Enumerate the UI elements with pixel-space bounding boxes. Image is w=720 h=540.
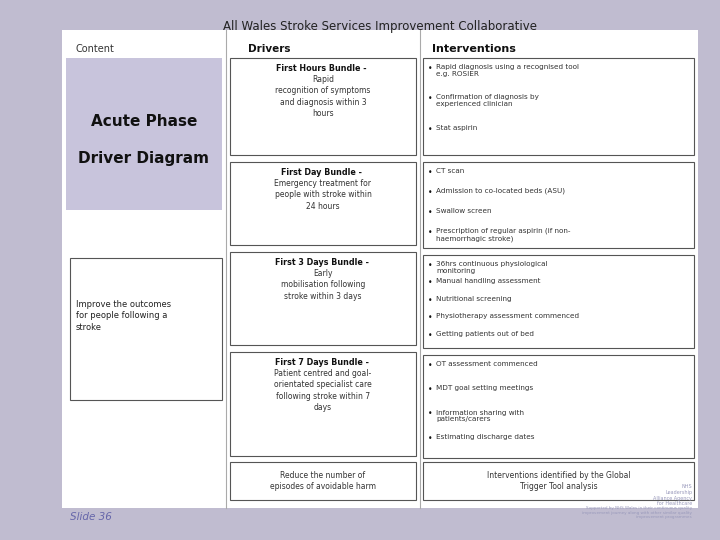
Text: 36hrs continuous physiological
monitoring: 36hrs continuous physiological monitorin… <box>436 261 547 274</box>
Text: Early
mobilisation following
stroke within 3 days: Early mobilisation following stroke with… <box>281 269 365 301</box>
Text: Admission to co-located beds (ASU): Admission to co-located beds (ASU) <box>436 188 565 194</box>
Text: CT scan: CT scan <box>436 168 464 174</box>
Bar <box>230 162 416 245</box>
Text: Rapid
recognition of symptoms
and diagnosis within 3
hours: Rapid recognition of symptoms and diagno… <box>275 75 371 118</box>
Text: •: • <box>428 208 433 217</box>
Text: Estimating discharge dates: Estimating discharge dates <box>436 434 534 440</box>
Text: Patient centred and goal-
orientated specialist care
following stroke within 7
d: Patient centred and goal- orientated spe… <box>274 369 372 413</box>
Text: Acute Phase: Acute Phase <box>91 114 197 130</box>
Text: OT assessment commenced: OT assessment commenced <box>436 361 538 367</box>
Bar <box>423 162 694 248</box>
Text: NHS
Leadership
Alliance Agency
for Healthcare: NHS Leadership Alliance Agency for Healt… <box>653 484 692 507</box>
Bar <box>230 58 416 155</box>
Text: Drivers: Drivers <box>248 44 290 54</box>
Bar <box>423 58 694 155</box>
Text: •: • <box>428 361 433 370</box>
Bar <box>62 30 698 508</box>
Text: Confirmation of diagnosis by
experienced clinician: Confirmation of diagnosis by experienced… <box>436 94 539 107</box>
Bar <box>230 352 416 456</box>
Text: •: • <box>428 330 433 340</box>
Text: Stat aspirin: Stat aspirin <box>436 125 477 131</box>
Text: Rapid diagnosis using a recognised tool
e.g. ROSIER: Rapid diagnosis using a recognised tool … <box>436 64 579 77</box>
Text: First 7 Days Bundle -: First 7 Days Bundle - <box>275 358 372 367</box>
Text: Reduce the number of
episodes of avoidable harm: Reduce the number of episodes of avoidab… <box>270 471 376 491</box>
Text: •: • <box>428 385 433 394</box>
Text: •: • <box>428 313 433 322</box>
Text: •: • <box>428 64 433 73</box>
Text: Slide 36: Slide 36 <box>70 512 112 522</box>
Text: Content: Content <box>75 44 114 54</box>
Text: MDT goal setting meetings: MDT goal setting meetings <box>436 385 534 392</box>
Bar <box>70 258 222 400</box>
Text: All Wales Stroke Services Improvement Collaborative: All Wales Stroke Services Improvement Co… <box>223 20 537 33</box>
Text: Physiotherapy assessment commenced: Physiotherapy assessment commenced <box>436 313 579 319</box>
Bar <box>230 462 416 500</box>
Text: •: • <box>428 94 433 103</box>
Text: First 3 Days Bundle -: First 3 Days Bundle - <box>275 258 372 267</box>
Text: Driver Diagram: Driver Diagram <box>78 151 210 165</box>
Text: Manual handling assessment: Manual handling assessment <box>436 279 541 285</box>
Text: Information sharing with
patients/carers: Information sharing with patients/carers <box>436 409 524 422</box>
Text: Supported by NHS Wales in their continuous quality
improvement journey along wit: Supported by NHS Wales in their continuo… <box>582 506 692 519</box>
Text: •: • <box>428 125 433 134</box>
Text: Getting patients out of bed: Getting patients out of bed <box>436 330 534 336</box>
Text: •: • <box>428 279 433 287</box>
Text: •: • <box>428 228 433 237</box>
Text: •: • <box>428 409 433 418</box>
Text: •: • <box>428 188 433 197</box>
Text: Swallow screen: Swallow screen <box>436 208 492 214</box>
Bar <box>423 255 694 348</box>
Bar <box>66 58 222 210</box>
Text: •: • <box>428 296 433 305</box>
Text: First Day Bundle -: First Day Bundle - <box>282 168 365 177</box>
Text: Prescription of regular aspirin (if non-
haemorrhagic stroke): Prescription of regular aspirin (if non-… <box>436 228 570 242</box>
Text: •: • <box>428 168 433 177</box>
Text: First Hours Bundle -: First Hours Bundle - <box>276 64 369 73</box>
Text: Interventions identified by the Global
Trigger Tool analysis: Interventions identified by the Global T… <box>487 471 630 491</box>
Text: Interventions: Interventions <box>432 44 516 54</box>
Bar <box>423 355 694 458</box>
Text: •: • <box>428 261 433 270</box>
Text: •: • <box>428 434 433 443</box>
Text: Nutritional screening: Nutritional screening <box>436 296 512 302</box>
Bar <box>230 252 416 345</box>
Bar <box>423 462 694 500</box>
Text: Improve the outcomes
for people following a
stroke: Improve the outcomes for people followin… <box>76 300 171 332</box>
Text: Emergency treatment for
people with stroke within
24 hours: Emergency treatment for people with stro… <box>274 179 372 211</box>
